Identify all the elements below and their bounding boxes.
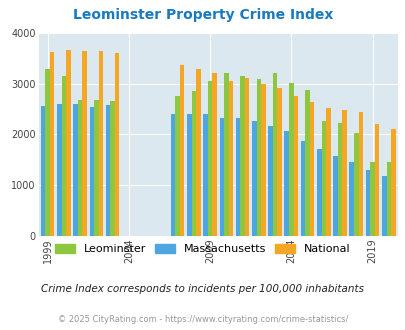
Bar xyxy=(309,102,313,236)
Bar xyxy=(219,118,224,236)
Bar xyxy=(353,133,358,236)
Bar xyxy=(110,102,115,236)
Legend: Leominster, Massachusetts, National: Leominster, Massachusetts, National xyxy=(51,239,354,258)
Bar xyxy=(300,141,305,236)
Bar xyxy=(191,91,196,236)
Text: Leominster Property Crime Index: Leominster Property Crime Index xyxy=(72,8,333,22)
Bar xyxy=(316,149,321,236)
Bar xyxy=(179,65,184,236)
Bar xyxy=(256,79,260,236)
Bar xyxy=(235,118,240,236)
Bar xyxy=(224,73,228,236)
Bar xyxy=(196,69,200,236)
Bar xyxy=(175,96,179,236)
Bar xyxy=(94,100,98,236)
Bar xyxy=(45,69,50,236)
Bar xyxy=(369,162,374,236)
Bar xyxy=(337,123,341,236)
Bar xyxy=(374,124,378,236)
Bar xyxy=(272,73,277,236)
Bar xyxy=(244,78,249,236)
Bar xyxy=(66,50,70,236)
Bar xyxy=(78,100,82,236)
Bar xyxy=(268,126,272,236)
Bar xyxy=(365,170,369,236)
Bar xyxy=(171,114,175,236)
Bar xyxy=(207,81,212,236)
Bar xyxy=(57,104,62,236)
Bar xyxy=(305,90,309,236)
Bar xyxy=(288,83,293,236)
Bar xyxy=(228,81,232,236)
Bar xyxy=(381,176,386,236)
Bar xyxy=(284,131,288,236)
Bar xyxy=(115,53,119,236)
Bar xyxy=(62,76,66,236)
Bar xyxy=(277,88,281,236)
Bar xyxy=(325,108,330,236)
Bar xyxy=(212,73,216,236)
Bar xyxy=(386,162,390,236)
Bar xyxy=(240,76,244,236)
Bar xyxy=(106,105,110,236)
Bar xyxy=(98,51,103,236)
Bar xyxy=(390,129,394,236)
Bar xyxy=(50,52,54,236)
Bar xyxy=(203,114,207,236)
Bar xyxy=(187,114,191,236)
Bar xyxy=(252,121,256,236)
Bar xyxy=(41,106,45,236)
Text: Crime Index corresponds to incidents per 100,000 inhabitants: Crime Index corresponds to incidents per… xyxy=(41,284,364,294)
Bar xyxy=(349,162,353,236)
Bar xyxy=(73,104,78,236)
Bar xyxy=(293,96,297,236)
Bar xyxy=(321,121,325,236)
Bar xyxy=(82,51,87,236)
Bar xyxy=(341,110,346,236)
Bar xyxy=(260,84,265,236)
Bar xyxy=(90,107,94,236)
Bar xyxy=(333,156,337,236)
Bar xyxy=(358,112,362,236)
Text: © 2025 CityRating.com - https://www.cityrating.com/crime-statistics/: © 2025 CityRating.com - https://www.city… xyxy=(58,315,347,324)
